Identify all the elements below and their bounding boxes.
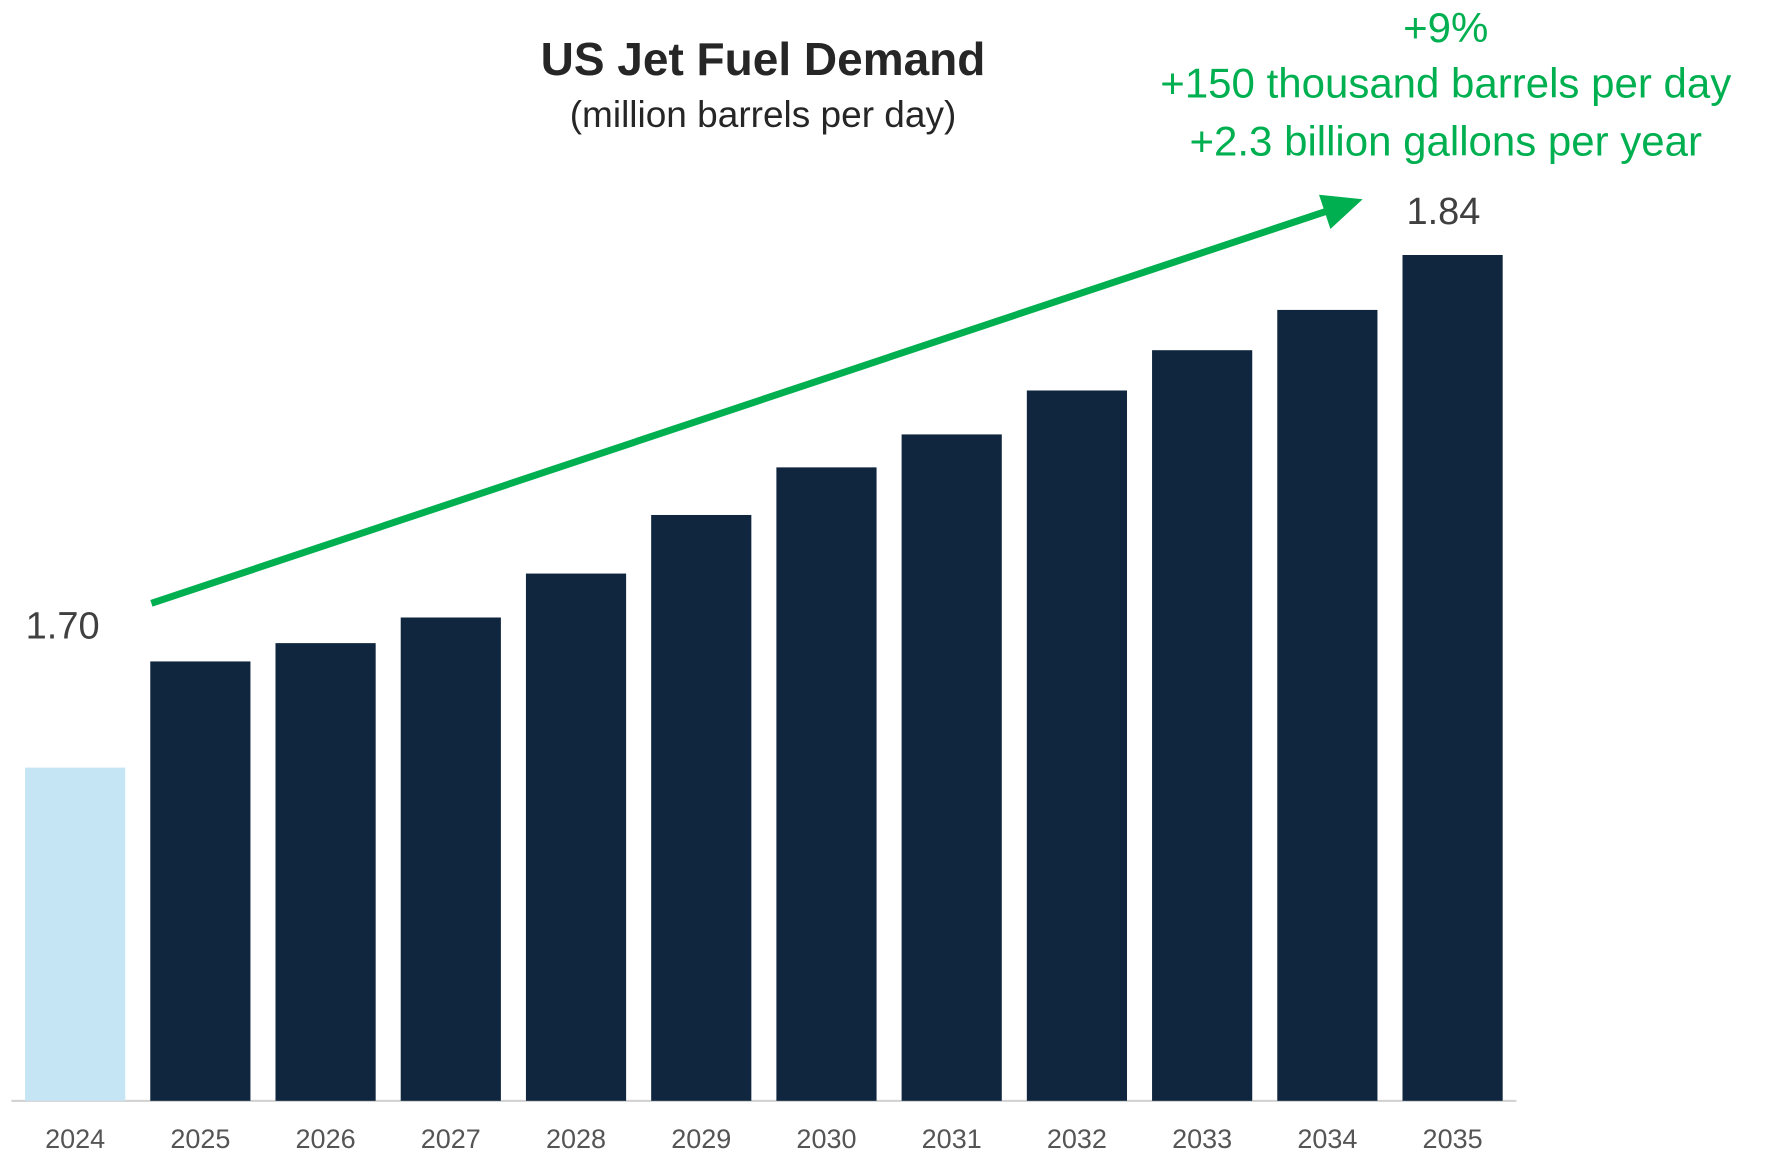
- x-tick-label: 2034: [1297, 1124, 1357, 1154]
- value-label: 1.84: [1406, 191, 1480, 233]
- bar: [525, 573, 627, 1101]
- x-tick-label: 2028: [546, 1124, 606, 1154]
- x-tick-label: 2033: [1172, 1124, 1232, 1154]
- x-tick-label: 2035: [1423, 1124, 1483, 1154]
- annotation: +2.3 billion gallons per year: [1190, 118, 1703, 165]
- bar: [1026, 390, 1128, 1101]
- bar: [651, 514, 752, 1101]
- bar: [400, 617, 501, 1101]
- x-tick-label: 2029: [671, 1124, 731, 1154]
- x-tick-label: 2025: [170, 1124, 230, 1154]
- annotation: +150 thousand barrels per day: [1160, 60, 1731, 107]
- x-tick-label: 2024: [45, 1124, 105, 1154]
- x-tick-label: 2031: [922, 1124, 982, 1154]
- chart-title: US Jet Fuel Demand: [541, 33, 986, 85]
- chart-subtitle: (million barrels per day): [570, 94, 957, 135]
- x-tick-label: 2027: [421, 1124, 481, 1154]
- bar: [1402, 255, 1503, 1101]
- bar: [776, 467, 877, 1101]
- bar: [901, 434, 1002, 1101]
- bar: [1152, 350, 1253, 1101]
- bar: [275, 643, 376, 1101]
- x-tick-label: 2026: [296, 1124, 356, 1154]
- arrow-head: [1319, 194, 1363, 229]
- value-label: 1.70: [26, 605, 100, 647]
- bar: [25, 767, 126, 1101]
- bar: [1277, 309, 1378, 1101]
- trend-arrow: [150, 206, 1334, 607]
- annotation: +9%: [1403, 4, 1488, 51]
- x-tick-label: 2030: [796, 1124, 856, 1154]
- bar: [150, 661, 251, 1101]
- x-tick-label: 2032: [1047, 1124, 1107, 1154]
